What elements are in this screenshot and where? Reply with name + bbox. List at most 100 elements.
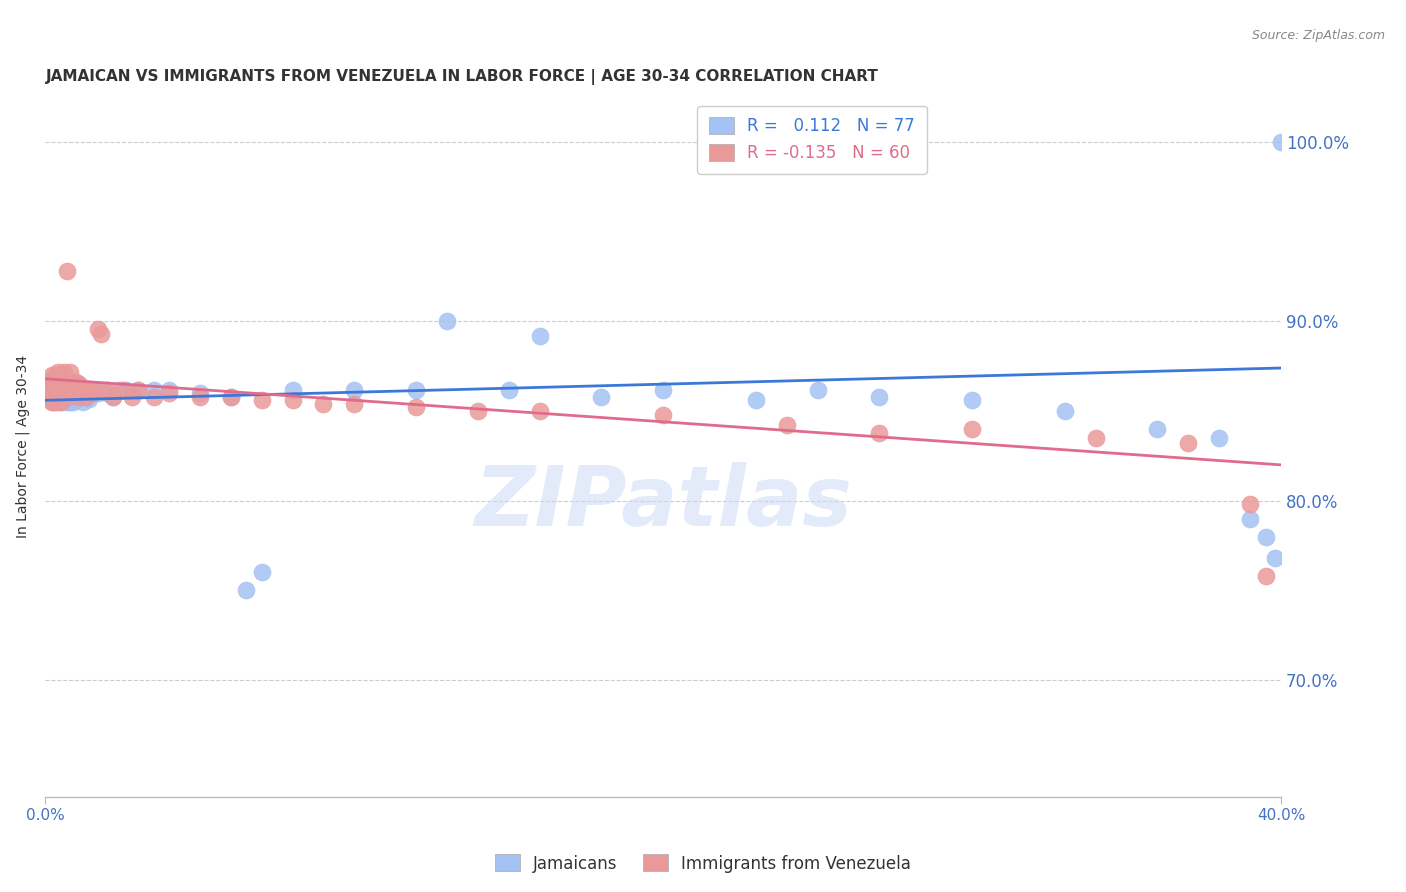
Point [405,401,427,415]
Point [1264,551,1286,566]
Point [83,383,105,397]
Legend: Jamaicans, Immigrants from Venezuela: Jamaicans, Immigrants from Venezuela [488,847,918,880]
Point [65,386,87,401]
Point [56,390,79,404]
Point [65,393,87,408]
Point [436,314,458,328]
Point [72,383,94,397]
Point [591,390,613,404]
Point [49,368,72,383]
Point [56,395,79,409]
Point [77,383,100,397]
Point [46,365,69,379]
Point [188,390,211,404]
Point [90,383,112,397]
Point [44,383,66,397]
Point [157,383,180,397]
Point [49,377,72,392]
Point [142,390,165,404]
Point [49,390,72,404]
Point [46,386,69,401]
Point [343,397,366,411]
Point [38,390,60,404]
Point [114,383,136,397]
Point [80,386,103,401]
Point [103,390,125,404]
Point [1146,422,1168,436]
Point [56,376,79,390]
Point [652,408,675,422]
Point [41,383,63,397]
Point [103,390,125,404]
Point [69,390,91,404]
Point [62,386,84,401]
Text: JAMAICAN VS IMMIGRANTS FROM VENEZUELA IN LABOR FORCE | AGE 30-34 CORRELATION CHA: JAMAICAN VS IMMIGRANTS FROM VENEZUELA IN… [45,69,879,85]
Point [69,383,91,397]
Point [53,386,76,401]
Point [80,386,103,401]
Point [467,404,489,418]
Point [53,381,76,395]
Point [83,383,105,397]
Point [776,418,799,433]
Point [46,390,69,404]
Point [49,368,72,383]
Point [53,365,76,379]
Point [49,383,72,397]
Point [62,395,84,409]
Point [960,393,983,408]
Point [44,395,66,409]
Point [41,372,63,386]
Point [41,381,63,395]
Point [56,383,79,397]
Point [49,383,72,397]
Point [1053,404,1076,418]
Point [219,390,242,404]
Point [235,583,257,598]
Point [405,383,427,397]
Point [53,393,76,408]
Point [41,368,63,383]
Point [219,390,242,404]
Point [868,390,890,404]
Point [62,376,84,390]
Point [59,365,82,379]
Point [59,376,82,390]
Point [69,390,91,404]
Point [49,395,72,409]
Point [1254,530,1277,544]
Point [44,368,66,383]
Point [62,377,84,392]
Point [1177,436,1199,450]
Point [87,321,110,335]
Point [281,383,304,397]
Point [77,383,100,397]
Point [652,383,675,397]
Point [72,383,94,397]
Point [41,395,63,409]
Point [46,395,69,409]
Point [529,328,551,343]
Point [44,393,66,408]
Point [72,395,94,409]
Point [108,383,131,397]
Point [90,326,112,341]
Point [498,383,520,397]
Point [157,386,180,401]
Point [46,377,69,392]
Point [49,395,72,409]
Point [1239,497,1261,511]
Point [59,386,82,401]
Point [65,376,87,390]
Point [250,393,273,408]
Point [53,377,76,392]
Point [53,390,76,404]
Point [44,383,66,397]
Point [127,383,149,397]
Point [529,404,551,418]
Point [127,383,149,397]
Point [77,392,100,406]
Point [121,390,143,404]
Point [1270,135,1292,149]
Point [343,383,366,397]
